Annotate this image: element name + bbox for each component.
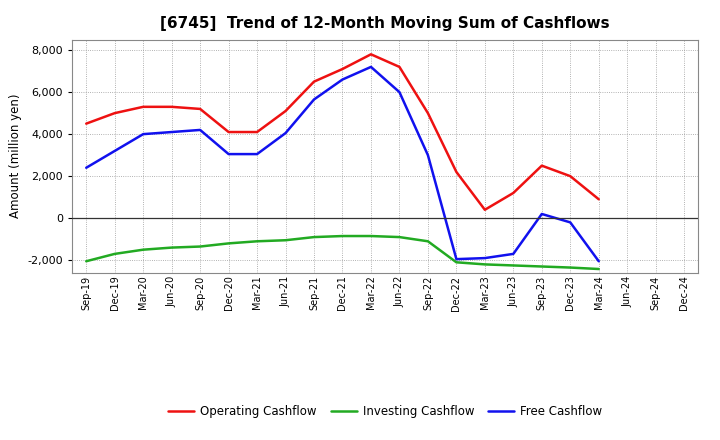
- Free Cashflow: [566, 220, 575, 225]
- Free Cashflow: [82, 165, 91, 170]
- Free Cashflow: [509, 251, 518, 257]
- Free Cashflow: [167, 129, 176, 135]
- Free Cashflow: [196, 127, 204, 132]
- Investing Cashflow: [509, 263, 518, 268]
- Investing Cashflow: [423, 238, 432, 244]
- Operating Cashflow: [139, 104, 148, 110]
- Free Cashflow: [139, 132, 148, 137]
- Operating Cashflow: [225, 129, 233, 135]
- Investing Cashflow: [110, 251, 119, 257]
- Operating Cashflow: [196, 106, 204, 112]
- Operating Cashflow: [395, 64, 404, 70]
- Investing Cashflow: [395, 235, 404, 240]
- Free Cashflow: [310, 97, 318, 102]
- Free Cashflow: [253, 151, 261, 157]
- Investing Cashflow: [338, 233, 347, 238]
- Line: Operating Cashflow: Operating Cashflow: [86, 54, 599, 210]
- Investing Cashflow: [282, 238, 290, 243]
- Investing Cashflow: [82, 259, 91, 264]
- Operating Cashflow: [480, 207, 489, 213]
- Investing Cashflow: [480, 262, 489, 267]
- Line: Investing Cashflow: Investing Cashflow: [86, 236, 599, 269]
- Investing Cashflow: [225, 241, 233, 246]
- Investing Cashflow: [595, 266, 603, 271]
- Investing Cashflow: [452, 260, 461, 265]
- Operating Cashflow: [82, 121, 91, 126]
- Investing Cashflow: [139, 247, 148, 252]
- Investing Cashflow: [537, 264, 546, 269]
- Operating Cashflow: [452, 169, 461, 175]
- Title: [6745]  Trend of 12-Month Moving Sum of Cashflows: [6745] Trend of 12-Month Moving Sum of C…: [161, 16, 610, 32]
- Free Cashflow: [366, 64, 375, 70]
- Investing Cashflow: [566, 265, 575, 270]
- Free Cashflow: [452, 257, 461, 262]
- Operating Cashflow: [566, 173, 575, 179]
- Free Cashflow: [537, 211, 546, 216]
- Operating Cashflow: [310, 79, 318, 84]
- Free Cashflow: [110, 148, 119, 154]
- Investing Cashflow: [167, 245, 176, 250]
- Investing Cashflow: [310, 235, 318, 240]
- Investing Cashflow: [196, 244, 204, 249]
- Operating Cashflow: [167, 104, 176, 110]
- Operating Cashflow: [423, 110, 432, 116]
- Free Cashflow: [282, 130, 290, 136]
- Operating Cashflow: [282, 108, 290, 114]
- Legend: Operating Cashflow, Investing Cashflow, Free Cashflow: Operating Cashflow, Investing Cashflow, …: [163, 400, 607, 422]
- Line: Free Cashflow: Free Cashflow: [86, 67, 599, 261]
- Operating Cashflow: [595, 197, 603, 202]
- Investing Cashflow: [253, 238, 261, 244]
- Operating Cashflow: [537, 163, 546, 168]
- Operating Cashflow: [366, 51, 375, 57]
- Investing Cashflow: [366, 233, 375, 238]
- Free Cashflow: [595, 259, 603, 264]
- Free Cashflow: [225, 151, 233, 157]
- Y-axis label: Amount (million yen): Amount (million yen): [9, 94, 22, 218]
- Free Cashflow: [423, 153, 432, 158]
- Free Cashflow: [395, 89, 404, 95]
- Free Cashflow: [480, 256, 489, 261]
- Operating Cashflow: [253, 129, 261, 135]
- Operating Cashflow: [338, 66, 347, 72]
- Operating Cashflow: [509, 191, 518, 196]
- Free Cashflow: [338, 77, 347, 82]
- Operating Cashflow: [110, 110, 119, 116]
